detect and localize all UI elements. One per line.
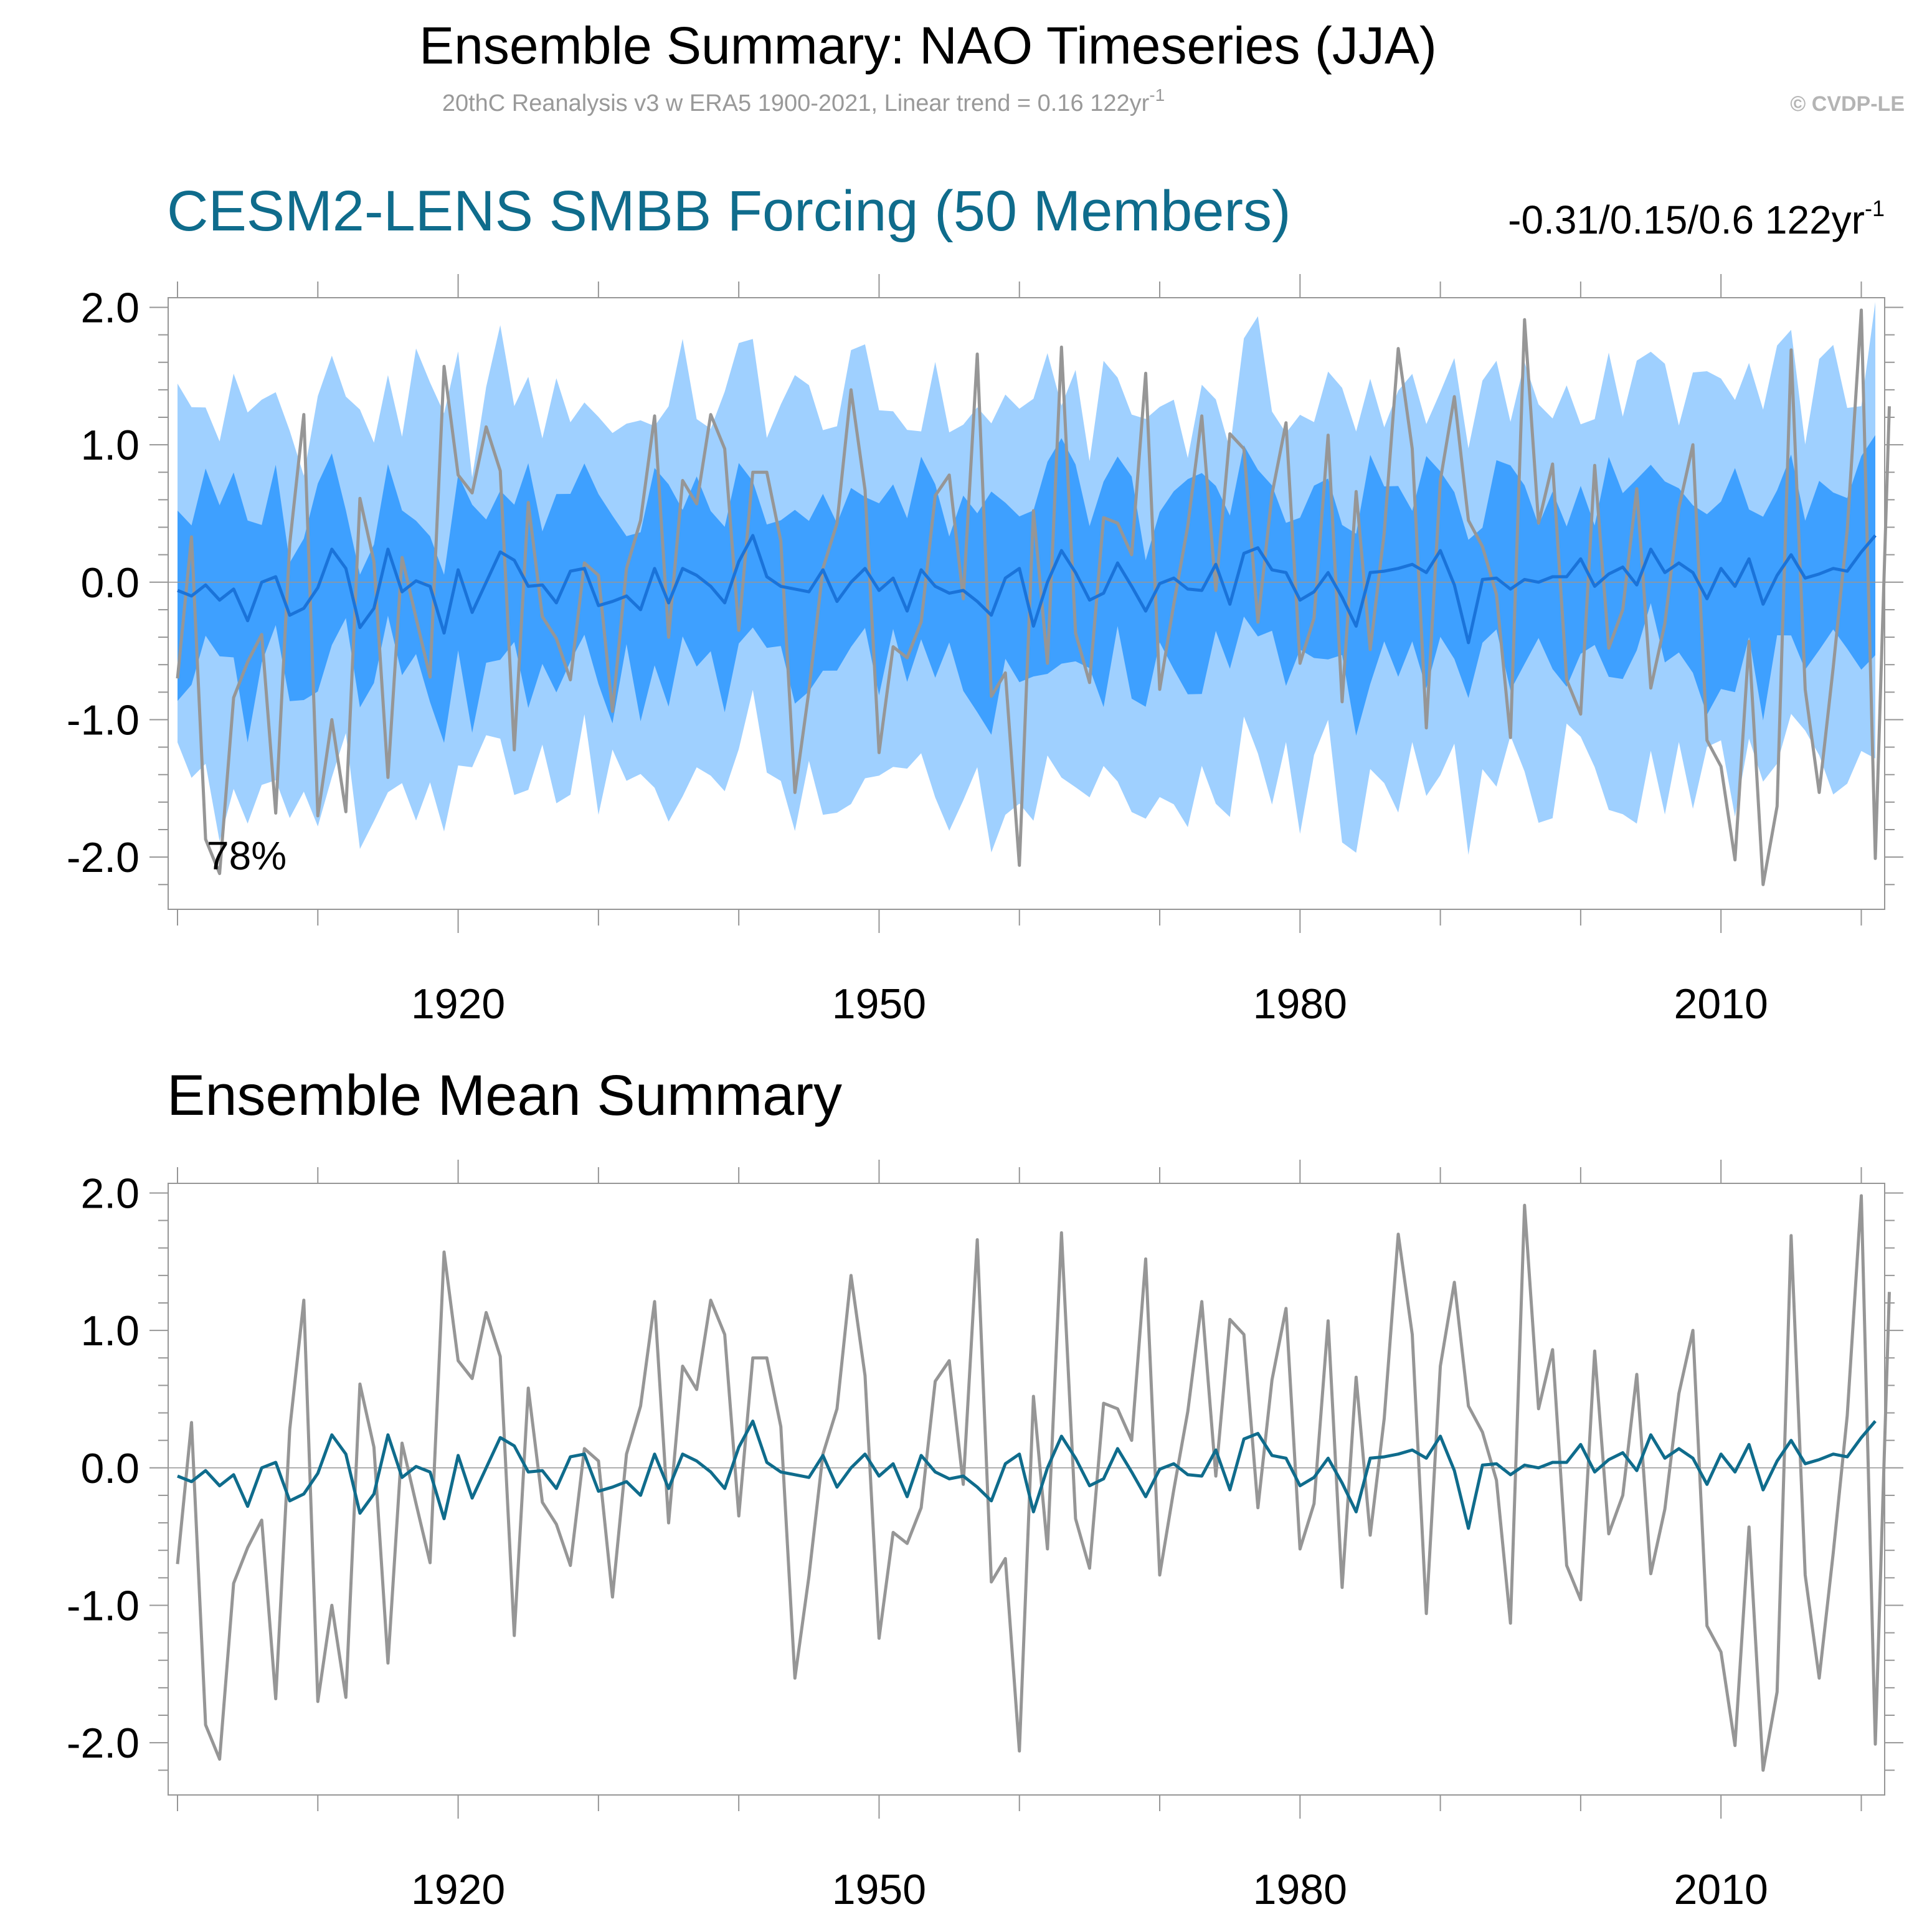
x-tick-label: 1950 [832, 980, 926, 1028]
observed-series-line [176, 1194, 1891, 1772]
panel2-title: Ensemble Mean Summary [167, 1064, 842, 1127]
figure-title: Ensemble Summary: NAO Timeseries (JJA) [419, 16, 1437, 75]
y-tick-label: 2.0 [80, 1170, 140, 1217]
y-tick-label: -2.0 [67, 834, 140, 881]
ensemble-mean-series-line [177, 534, 1877, 645]
panel1-percent-label: 78% [207, 833, 286, 878]
y-tick-label: -2.0 [67, 1720, 140, 1767]
panel1-title: CESM2-LENS SMBB Forcing (50 Members) [167, 179, 1291, 243]
y-tick-label: -1.0 [67, 1582, 140, 1629]
x-tick-label: 2010 [1674, 980, 1768, 1028]
y-tick-label: -1.0 [67, 696, 140, 744]
y-tick-label: 0.0 [80, 1445, 140, 1492]
observed-series-line [176, 308, 1891, 886]
x-tick-label: 1980 [1253, 1866, 1347, 1913]
x-tick-label: 1920 [411, 980, 505, 1028]
y-tick-label: 2.0 [80, 284, 140, 331]
y-tick-label: 1.0 [80, 422, 140, 469]
y-tick-label: 0.0 [80, 559, 140, 607]
y-tick-label: 1.0 [80, 1307, 140, 1355]
panel1-plot: 2.0 1.0 0.0 -1.0 -2.0 1920 1950 1980 2010 [67, 274, 1903, 1028]
copyright-text: © CVDP-LE [1790, 92, 1905, 116]
x-tick-label: 1920 [411, 1866, 505, 1913]
panel1-trend-label: -0.31/0.15/0.6 122yr-1 [1508, 196, 1885, 242]
figure-subtitle: 20thC Reanalysis v3 w ERA5 1900-2021, Li… [442, 85, 1165, 116]
x-tick-label: 1950 [832, 1866, 926, 1913]
panel2-plot: 2.0 1.0 0.0 -1.0 -2.0 1920 1950 1980 2010 [67, 1160, 1903, 1913]
x-tick-label: 2010 [1674, 1866, 1768, 1913]
ensemble-mean-series-line [177, 1419, 1877, 1530]
x-tick-label: 1980 [1253, 980, 1347, 1028]
ensemble-inner-band [178, 435, 1875, 743]
